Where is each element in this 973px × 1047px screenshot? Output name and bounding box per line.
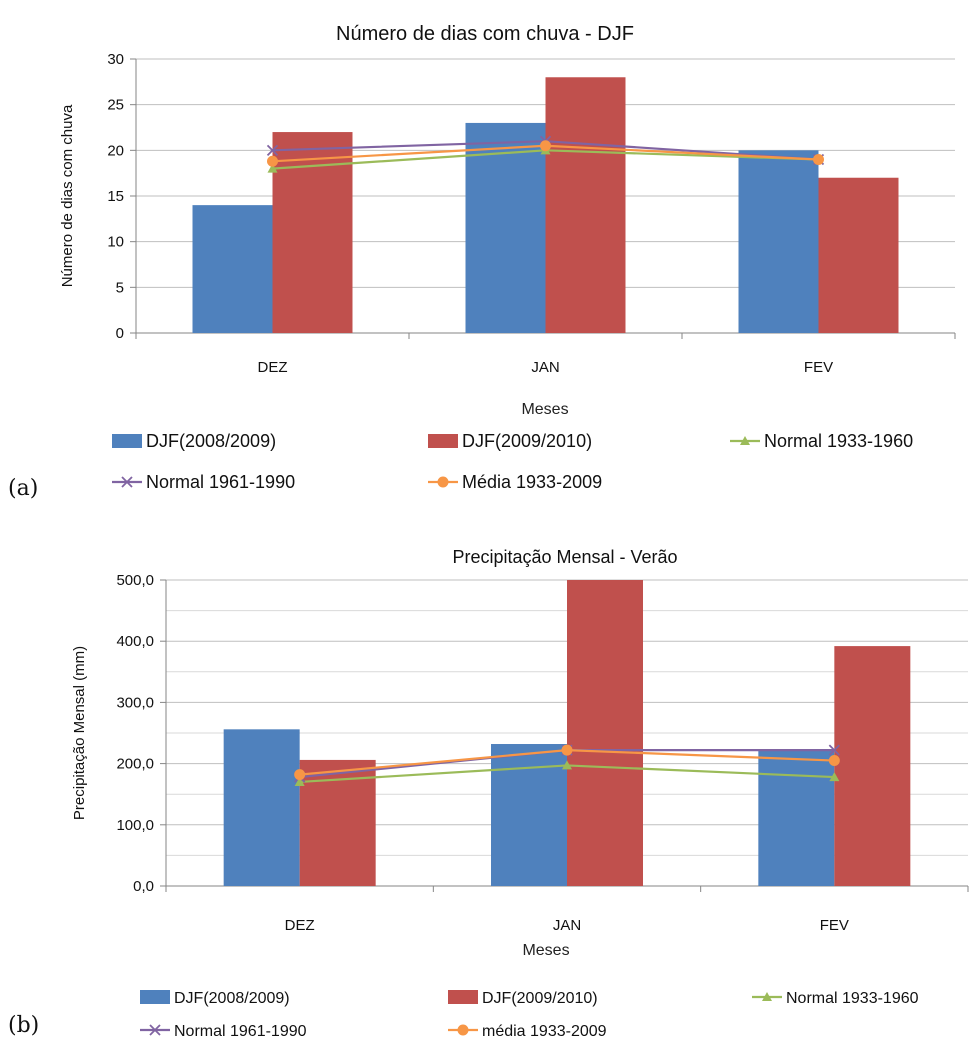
- marker-3-dez: [294, 776, 305, 786]
- chart-svg-b: Precipitação Mensal - Verão 0,0 100,0 200,0…: [71, 547, 969, 1040]
- bar-2-jan: [567, 580, 643, 886]
- legend-marker-3: [762, 992, 772, 1001]
- x-axis-label: Meses: [522, 942, 569, 959]
- x-category-label: DEZ: [258, 359, 288, 376]
- y-tick-label: 500,0: [116, 572, 154, 589]
- marker-5-jan: [540, 140, 551, 152]
- x-category-label: FEV: [820, 917, 849, 934]
- panel-tag-b: (b): [8, 1013, 40, 1038]
- y-tick-label: 25: [107, 97, 124, 114]
- panel-tag-a: (a): [8, 476, 39, 501]
- legend-swatch-2: [448, 990, 478, 1004]
- legend-label-5: média 1933-2009: [482, 1023, 607, 1040]
- chart-svg-a: Número de dias com chuva - DJF 0 5 10 15 20 25…: [59, 23, 956, 492]
- y-tick-label: 300,0: [116, 694, 154, 711]
- y-axis-label: Precipitação Mensal (mm): [71, 646, 88, 820]
- marker-4-dez: [266, 144, 279, 156]
- legend-label-2: DJF(2009/2010): [482, 990, 598, 1007]
- y-tick-label: 20: [107, 142, 124, 159]
- chart-title: Número de dias com chuva - DJF: [336, 23, 634, 45]
- legend-swatch-1: [140, 990, 170, 1004]
- chart-panel-a: Número de dias com chuva - DJF 0 5 10 15 20 25…: [0, 0, 973, 510]
- legend-label-4: Normal 1961-1990: [146, 472, 295, 492]
- marker-5-dez: [294, 769, 306, 781]
- legend-label-2: DJF(2009/2010): [462, 431, 592, 451]
- bar-1-fev: [738, 150, 819, 333]
- x-category-label: FEV: [804, 359, 833, 376]
- chart-title: Precipitação Mensal - Verão: [452, 547, 677, 567]
- x-axis-label: Meses: [521, 401, 568, 418]
- legend-marker-4: [149, 1024, 161, 1036]
- marker-5-fev: [828, 755, 840, 767]
- legend-swatch-2: [428, 434, 458, 448]
- legend-label-4: Normal 1961-1990: [174, 1023, 307, 1040]
- marker-4-fev: [828, 744, 840, 756]
- bar-1-fev: [758, 749, 835, 886]
- y-tick-label: 0,0: [133, 878, 154, 895]
- legend-label-3: Normal 1933-1960: [786, 990, 919, 1007]
- bar-2-dez: [272, 132, 353, 333]
- x-category-label: DEZ: [285, 917, 315, 934]
- y-tick-label: 10: [107, 234, 124, 251]
- bar-1-jan: [465, 122, 546, 333]
- legend-label-1: DJF(2008/2009): [174, 990, 290, 1007]
- legend-marker-5: [457, 1024, 469, 1036]
- y-tick-label: 0: [116, 325, 124, 342]
- bar-2-fev: [818, 177, 899, 333]
- marker-5-jan: [561, 744, 573, 756]
- y-tick-label: 200,0: [116, 756, 154, 773]
- y-tick-label: 15: [107, 188, 124, 205]
- y-tick-label: 100,0: [116, 817, 154, 834]
- legend-label-5: Média 1933-2009: [462, 472, 602, 492]
- legend-swatch-1: [112, 434, 142, 448]
- legend-marker-3: [740, 436, 750, 445]
- bar-1-dez: [192, 205, 273, 333]
- bar-2-jan: [545, 77, 626, 334]
- marker-5-fev: [813, 153, 824, 165]
- legend-label-3: Normal 1933-1960: [764, 431, 913, 451]
- marker-3-jan: [562, 760, 572, 770]
- legend-label-1: DJF(2008/2009): [146, 431, 276, 451]
- bar-2-fev: [834, 646, 911, 886]
- x-category-label: JAN: [553, 917, 581, 934]
- marker-3-dez: [267, 163, 278, 173]
- y-axis-label: Número de dias com chuva: [59, 104, 76, 287]
- legend-marker-4: [121, 476, 133, 488]
- y-tick-label: 5: [116, 279, 124, 296]
- y-tick-label: 400,0: [116, 633, 154, 650]
- marker-3-fev: [829, 772, 840, 782]
- bar-1-dez: [223, 729, 300, 886]
- chart-panel-b: Precipitação Mensal - Verão 0,0 100,0 200,0…: [0, 535, 973, 1047]
- x-category-label: JAN: [531, 359, 559, 376]
- marker-5-dez: [267, 155, 278, 167]
- y-tick-label: 30: [107, 51, 124, 68]
- legend-marker-5: [437, 476, 449, 488]
